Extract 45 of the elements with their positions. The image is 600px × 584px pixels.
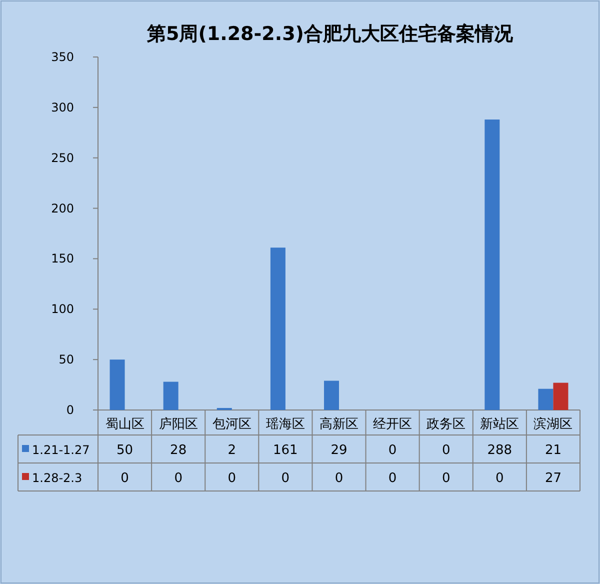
data-label: 0	[120, 471, 129, 486]
x-tick-label: 庐阳区	[158, 416, 198, 432]
chart-title: 第5周(1.28-2.3)合肥九大区住宅备案情况	[146, 23, 514, 45]
data-label: 0	[388, 471, 397, 486]
x-tick-label: 新站区	[480, 417, 520, 432]
y-tick-label: 350	[51, 50, 74, 64]
y-tick-label: 50	[58, 352, 74, 367]
data-label: 0	[281, 471, 290, 486]
x-tick-label: 高新区	[320, 416, 358, 432]
y-tick-label: 200	[51, 201, 74, 216]
data-label: 0	[334, 471, 344, 486]
bar	[553, 382, 568, 410]
data-label: 0	[174, 471, 182, 486]
y-tick-label: 300	[51, 100, 74, 114]
x-tick-label: 蜀山区	[105, 417, 144, 432]
bar	[270, 248, 286, 410]
bar	[110, 360, 125, 410]
y-tick-label: 0	[66, 403, 74, 417]
data-label: 2	[228, 443, 236, 458]
data-label: 0	[442, 443, 450, 458]
data-label: 0	[388, 443, 397, 458]
data-label: 0	[442, 471, 450, 486]
data-label: 0	[228, 471, 236, 486]
x-tick-label: 政务区	[426, 417, 466, 432]
x-tick-label: 包河区	[212, 417, 252, 432]
data-label: 28	[170, 443, 187, 458]
data-label: 29	[330, 443, 348, 458]
y-tick-label: 100	[51, 302, 74, 316]
x-tick-label: 瑶海区	[266, 417, 305, 432]
data-label: 27	[544, 471, 562, 486]
data-label: 21	[544, 443, 562, 458]
data-label: 50	[116, 443, 134, 458]
legend-label: 1.28-2.3	[32, 471, 82, 485]
data-label: 0	[496, 471, 504, 486]
data-label: 161	[273, 443, 298, 458]
bar	[163, 382, 178, 410]
bar	[484, 120, 500, 410]
bar	[538, 388, 554, 410]
y-tick-label: 150	[51, 252, 74, 266]
data-label: 288	[487, 443, 512, 458]
x-tick-label: 经开区	[373, 417, 412, 432]
legend-label: 1.21-1.27	[32, 443, 90, 457]
x-tick-label: 滨湖区	[534, 416, 573, 432]
y-tick-label: 250	[51, 150, 74, 165]
bar	[324, 380, 339, 410]
